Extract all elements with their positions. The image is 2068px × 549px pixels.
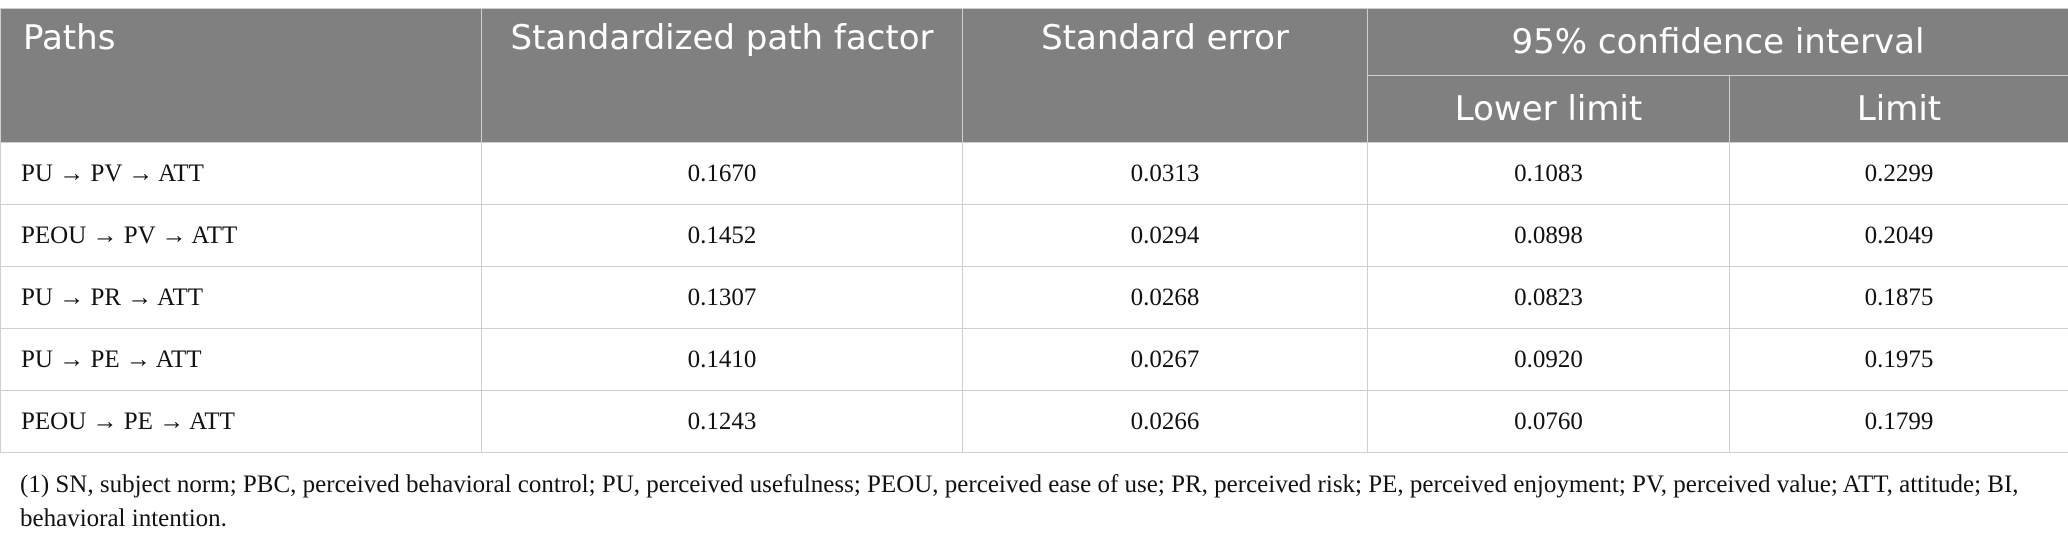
cell-upper-limit: 0.1975: [1729, 328, 2068, 391]
cell-lower-limit: 0.0920: [1367, 328, 1730, 391]
header-row-top: Paths Standardized path factor Standard …: [0, 8, 2068, 143]
table-row: PU → PE → ATT 0.1410 0.0267 0.0920 0.197…: [0, 328, 2068, 391]
cell-path: PU → PR → ATT: [0, 266, 482, 329]
cell-standard-error: 0.0266: [962, 390, 1368, 453]
cell-upper-limit: 0.2299: [1729, 142, 2068, 205]
cell-path: PEOU → PE → ATT: [0, 390, 482, 453]
header-path-factor: Standardized path factor: [481, 8, 963, 143]
cell-lower-limit: 0.0898: [1367, 204, 1730, 267]
cell-standard-error: 0.0294: [962, 204, 1368, 267]
table-row: PEOU → PE → ATT 0.1243 0.0266 0.0760 0.1…: [0, 390, 2068, 453]
header-lower-limit: Lower limit: [1367, 75, 1730, 143]
cell-path: PU → PE → ATT: [0, 328, 482, 391]
cell-standard-error: 0.0268: [962, 266, 1368, 329]
table-body: PU → PV → ATT 0.1670 0.0313 0.1083 0.229…: [0, 142, 2068, 453]
header-confidence-interval: 95% confidence interval: [1367, 8, 2068, 76]
cell-path-factor: 0.1307: [481, 266, 963, 329]
results-table-container: Paths Standardized path factor Standard …: [0, 8, 2068, 453]
cell-path: PEOU → PV → ATT: [0, 204, 482, 267]
header-standard-error: Standard error: [962, 8, 1368, 143]
mediation-results-table: Paths Standardized path factor Standard …: [0, 8, 2068, 453]
table-row: PU → PR → ATT 0.1307 0.0268 0.0823 0.187…: [0, 266, 2068, 329]
cell-path-factor: 0.1410: [481, 328, 963, 391]
cell-path-factor: 0.1452: [481, 204, 963, 267]
cell-path: PU → PV → ATT: [0, 142, 482, 205]
table-footnote: (1) SN, subject norm; PBC, perceived beh…: [20, 471, 2019, 532]
cell-lower-limit: 0.1083: [1367, 142, 1730, 205]
cell-upper-limit: 0.1875: [1729, 266, 2068, 329]
cell-upper-limit: 0.1799: [1729, 390, 2068, 453]
header-upper-limit: Limit: [1729, 75, 2068, 143]
table-header: Paths Standardized path factor Standard …: [0, 8, 2068, 143]
cell-standard-error: 0.0267: [962, 328, 1368, 391]
cell-lower-limit: 0.0823: [1367, 266, 1730, 329]
cell-upper-limit: 0.2049: [1729, 204, 2068, 267]
table-row: PU → PV → ATT 0.1670 0.0313 0.1083 0.229…: [0, 142, 2068, 205]
header-row-sub: Lower limit Limit: [1, 75, 2068, 143]
cell-path-factor: 0.1670: [481, 142, 963, 205]
cell-path-factor: 0.1243: [481, 390, 963, 453]
cell-standard-error: 0.0313: [962, 142, 1368, 205]
cell-lower-limit: 0.0760: [1367, 390, 1730, 453]
header-paths: Paths: [0, 8, 482, 143]
table-row: PEOU → PV → ATT 0.1452 0.0294 0.0898 0.2…: [0, 204, 2068, 267]
